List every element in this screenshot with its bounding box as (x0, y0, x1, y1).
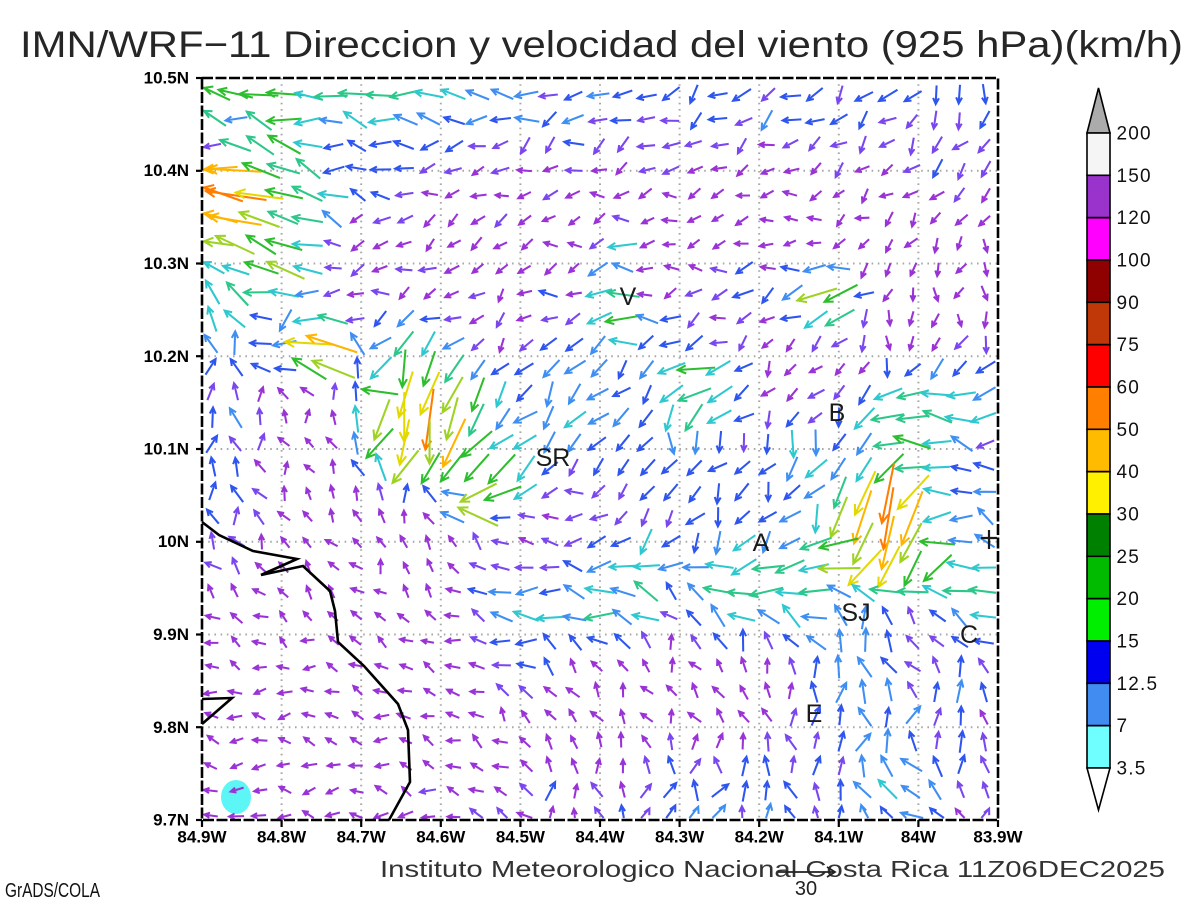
svg-text:10.1N: 10.1N (144, 440, 189, 459)
svg-text:84.5W: 84.5W (496, 828, 546, 847)
svg-text:150: 150 (1117, 166, 1152, 187)
svg-text:Instituto Meteorologico Nacion: Instituto Meteorologico Nacional Costa R… (380, 856, 1165, 882)
svg-text:12.5: 12.5 (1117, 674, 1159, 695)
svg-text:9.9N: 9.9N (153, 625, 189, 644)
svg-text:20: 20 (1117, 589, 1141, 610)
svg-text:84.2W: 84.2W (735, 828, 785, 847)
svg-text:10N: 10N (158, 532, 189, 551)
svg-text:100: 100 (1117, 251, 1152, 272)
svg-text:E: E (806, 700, 823, 728)
svg-text:120: 120 (1117, 208, 1152, 229)
svg-text:V: V (620, 283, 637, 311)
svg-text:B: B (829, 399, 846, 427)
svg-text:75: 75 (1117, 335, 1141, 356)
svg-text:3.5: 3.5 (1117, 759, 1147, 780)
svg-text:9.8N: 9.8N (153, 718, 189, 737)
svg-text:90: 90 (1117, 293, 1141, 314)
svg-text:83.9W: 83.9W (973, 828, 1023, 847)
svg-text:84.9W: 84.9W (177, 828, 227, 847)
svg-text:40: 40 (1117, 462, 1141, 483)
svg-text:GrADS/COLA: GrADS/COLA (5, 880, 101, 900)
svg-text:9.7N: 9.7N (153, 811, 189, 830)
svg-text:84.8W: 84.8W (257, 828, 307, 847)
svg-text:SJ: SJ (841, 599, 870, 627)
svg-text:30: 30 (1117, 505, 1141, 526)
svg-text:10.4N: 10.4N (144, 161, 189, 180)
svg-text:10.5N: 10.5N (144, 69, 189, 88)
svg-text:60: 60 (1117, 378, 1141, 399)
svg-text:200: 200 (1117, 124, 1152, 145)
svg-text:84.3W: 84.3W (655, 828, 705, 847)
svg-text:SR: SR (536, 444, 571, 472)
svg-text:84W: 84W (901, 828, 937, 847)
svg-text:84.7W: 84.7W (337, 828, 387, 847)
svg-text:IMN/WRF−11 Direccion y velocid: IMN/WRF−11 Direccion y velocidad del vie… (20, 24, 1183, 65)
svg-text:50: 50 (1117, 420, 1141, 441)
svg-text:A: A (753, 529, 770, 557)
svg-text:84.1W: 84.1W (814, 828, 864, 847)
svg-text:C: C (960, 621, 978, 649)
svg-text:30: 30 (795, 878, 817, 900)
svg-text:10.3N: 10.3N (144, 254, 189, 273)
svg-text:25: 25 (1117, 547, 1141, 568)
svg-text:84.4W: 84.4W (575, 828, 625, 847)
svg-text:15: 15 (1117, 632, 1141, 653)
svg-text:7: 7 (1117, 716, 1129, 737)
svg-text:10.2N: 10.2N (144, 347, 189, 366)
svg-text:84.6W: 84.6W (416, 828, 466, 847)
